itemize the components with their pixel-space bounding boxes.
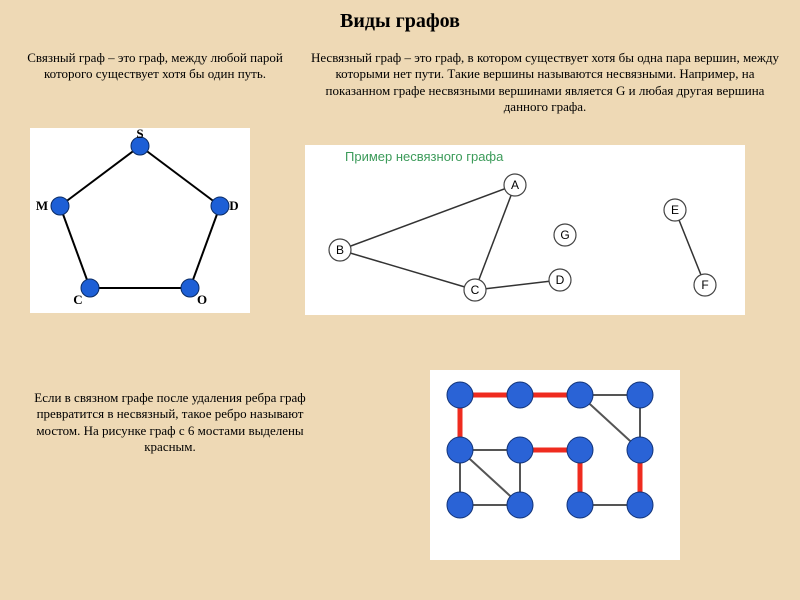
bridges-definition: Если в связном графе после удаления ребр… [25, 390, 315, 455]
svg-text:F: F [701, 278, 708, 292]
svg-text:O: O [197, 292, 207, 307]
disconnected-diagram: A B C D G E F [305, 160, 745, 330]
disconnected-diagram-panel: Пример несвязного графа ABCDGEF [305, 145, 745, 315]
svg-text:S: S [136, 128, 143, 141]
svg-text:B: B [336, 243, 344, 257]
bridges-definition-text: Если в связном графе после удаления ребр… [34, 390, 305, 454]
page-title-text: Виды графов [340, 10, 460, 32]
connected-diagram-panel: S M D C O [30, 128, 250, 313]
svg-text:D: D [229, 198, 238, 213]
page-title: Виды графов [0, 10, 800, 33]
svg-text:A: A [511, 178, 519, 192]
svg-text:D: D [556, 273, 565, 287]
svg-text:G: G [560, 228, 569, 242]
svg-text:E: E [671, 203, 679, 217]
svg-text:M: M [36, 198, 48, 213]
connected-definition: Связный граф – это граф, между любой пар… [25, 50, 285, 83]
disconnected-definition: Несвязный граф – это граф, в котором сущ… [310, 50, 780, 115]
connected-definition-text: Связный граф – это граф, между любой пар… [27, 50, 283, 81]
disconnected-definition-text: Несвязный граф – это граф, в котором сущ… [311, 50, 779, 114]
svg-text:C: C [73, 292, 82, 307]
svg-text:C: C [471, 283, 480, 297]
connected-diagram: S M D C O [30, 128, 250, 313]
bridges-diagram-panel [430, 370, 680, 560]
bridges-diagram [430, 370, 680, 560]
